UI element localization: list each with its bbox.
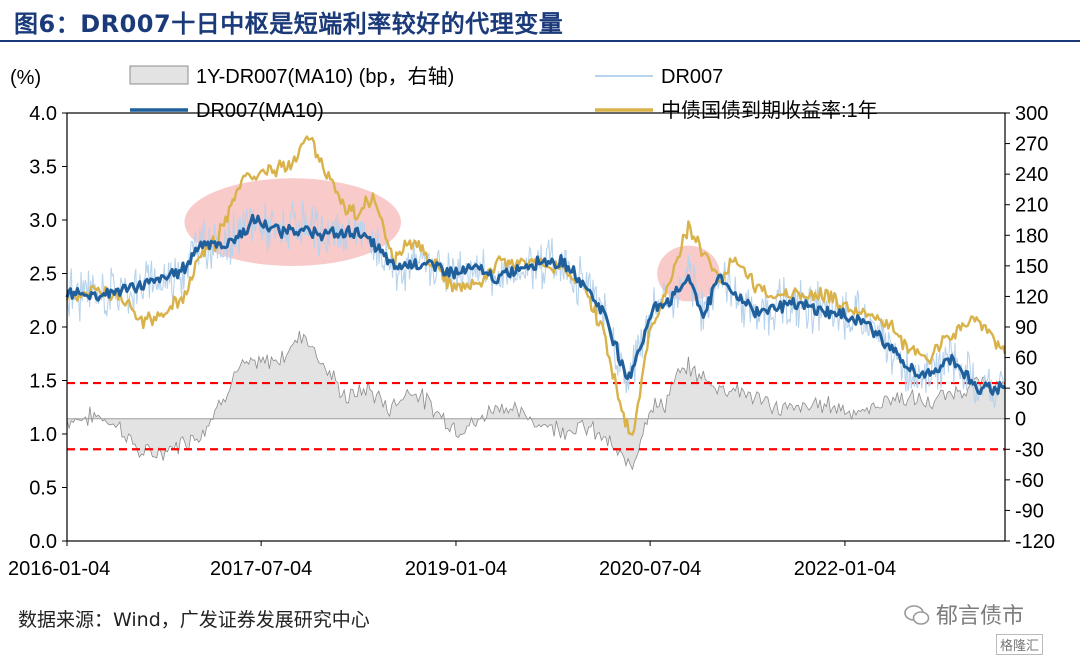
right-tick-label: 90 xyxy=(1015,317,1037,339)
left-tick-label: 0.5 xyxy=(29,478,57,500)
right-tick-label: -30 xyxy=(1015,439,1044,461)
legend-swatch-spread xyxy=(129,65,189,85)
watermark-badge: 格隆汇 xyxy=(996,634,1044,655)
reference-lines xyxy=(67,381,1005,451)
title-rule xyxy=(0,40,1080,42)
series-lines xyxy=(65,135,1007,436)
right-tick-label: 210 xyxy=(1015,195,1048,217)
right-tick-label: 180 xyxy=(1015,225,1048,247)
right-tick-label: 240 xyxy=(1015,164,1048,186)
watermark: 郁言债市 xyxy=(904,598,1024,630)
legend-label: 中债国债到期收益率:1年 xyxy=(661,99,878,122)
legend-label: DR007(MA10) xyxy=(196,100,324,122)
left-tick-label: 4.0 xyxy=(29,103,57,125)
right-tick-label: 120 xyxy=(1015,286,1048,308)
left-tick-label: 1.5 xyxy=(29,371,57,393)
right-tick-label: -120 xyxy=(1015,531,1055,553)
right-tick-label: 30 xyxy=(1015,378,1037,400)
left-tick-label: 1.0 xyxy=(29,424,57,446)
right-tick-label: -60 xyxy=(1015,470,1044,492)
chart: 0.0 0.5 1.0 1.5 2.0 2.5 3.0 3.5 4.0 -120 -90 -60 -30… xyxy=(8,65,1055,580)
left-tick-label: 2.5 xyxy=(29,264,57,286)
legend: 1Y-DR007(MA10) (bp，右轴) DR007 DR007(MA10) 中债… xyxy=(129,65,878,122)
x-tick-label: 2016-01-04 xyxy=(8,558,110,580)
spread-area-fill xyxy=(67,331,1005,470)
watermark-text: 郁言债市 xyxy=(936,604,1025,629)
x-tick-label: 2019-01-04 xyxy=(405,558,507,580)
highlight-ellipse-2 xyxy=(657,245,720,302)
figure-title: 图6：DR007十日中枢是短端利率较好的代理变量 xyxy=(14,10,564,38)
x-tick-label: 2022-01-04 xyxy=(794,558,896,580)
left-axis-unit: (%) xyxy=(10,67,41,89)
wechat-icon xyxy=(904,605,930,625)
dr007-ma10-line xyxy=(65,213,1007,396)
source-text: 数据来源：Wind，广发证券发展研究中心 xyxy=(18,609,370,631)
left-tick-label: 3.5 xyxy=(29,157,57,179)
yield-1y-line xyxy=(65,135,1007,436)
legend-label: DR007 xyxy=(661,66,723,88)
right-tick-label: 270 xyxy=(1015,134,1048,156)
left-tick-label: 3.0 xyxy=(29,210,57,232)
legend-label: 1Y-DR007(MA10) (bp，右轴) xyxy=(196,65,454,88)
right-tick-label: 60 xyxy=(1015,348,1037,370)
right-tick-label: 0 xyxy=(1015,409,1026,431)
left-tick-label: 0.0 xyxy=(29,531,57,553)
right-tick-label: -90 xyxy=(1015,500,1044,522)
x-tick-label: 2017-07-04 xyxy=(210,558,312,580)
axes: 0.0 0.5 1.0 1.5 2.0 2.5 3.0 3.5 4.0 -120 -90 -60 -30… xyxy=(8,67,1055,580)
x-tick-label: 2020-07-04 xyxy=(599,558,701,580)
left-tick-label: 2.0 xyxy=(29,317,57,339)
right-tick-label: 300 xyxy=(1015,103,1048,125)
right-tick-label: 150 xyxy=(1015,256,1048,278)
spread-area-outline xyxy=(66,330,1006,471)
spread-area xyxy=(66,330,1006,471)
